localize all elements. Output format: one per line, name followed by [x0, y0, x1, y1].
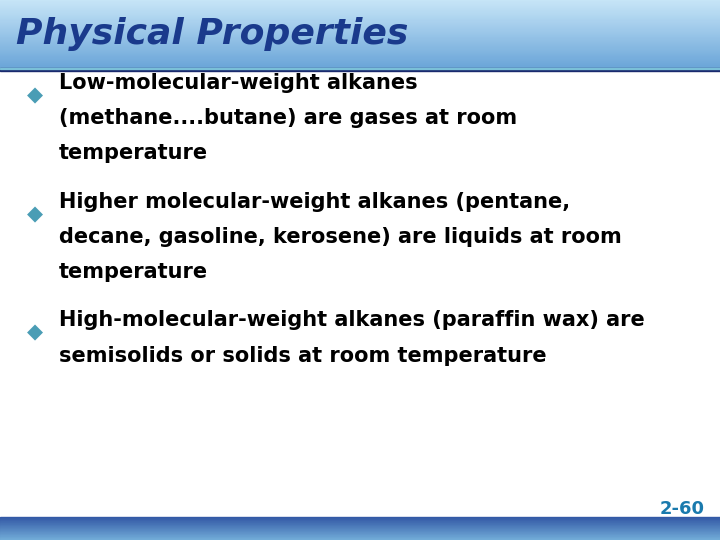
Bar [0, 30, 720, 31]
Bar [0, 5, 720, 6]
Text: temperature: temperature [59, 262, 208, 282]
Text: High-molecular-weight alkanes (paraffin wax) are: High-molecular-weight alkanes (paraffin … [59, 310, 645, 330]
Bar [0, 2, 720, 3]
Bar [0, 25, 720, 26]
Text: ◆: ◆ [27, 204, 43, 224]
Bar [0, 16, 720, 17]
Bar [0, 59, 720, 60]
Bar [0, 4, 720, 5]
Text: ◆: ◆ [27, 85, 43, 105]
Bar [0, 56, 720, 57]
Bar [0, 20, 720, 22]
Bar [0, 31, 720, 32]
Bar [0, 28, 720, 29]
Bar [0, 9, 720, 10]
Bar [0, 66, 720, 68]
Bar [0, 8, 720, 9]
Bar [0, 40, 720, 42]
Bar [0, 52, 720, 53]
Bar [0, 43, 720, 44]
Bar [0, 33, 720, 35]
Bar [0, 57, 720, 58]
Bar [0, 26, 720, 27]
Bar [0, 24, 720, 25]
Bar [0, 32, 720, 33]
Bar [0, 22, 720, 23]
Bar [0, 51, 720, 52]
Bar [0, 60, 720, 62]
Bar [0, 19, 720, 20]
Bar [0, 63, 720, 64]
Bar [0, 12, 720, 14]
Bar [0, 47, 720, 49]
Bar [0, 37, 720, 38]
Bar [0, 0, 720, 1]
Text: Physical Properties: Physical Properties [16, 17, 408, 51]
Bar [0, 35, 720, 36]
Bar [0, 45, 720, 46]
Bar [0, 53, 720, 54]
Bar [0, 15, 720, 16]
Bar [0, 11, 720, 12]
Text: Higher molecular-weight alkanes (pentane,: Higher molecular-weight alkanes (pentane… [59, 192, 570, 212]
Bar [0, 55, 720, 56]
Text: decane, gasoline, kerosene) are liquids at room: decane, gasoline, kerosene) are liquids … [59, 227, 622, 247]
Bar [0, 3, 720, 4]
Bar [0, 39, 720, 40]
Bar [0, 44, 720, 45]
Bar [0, 68, 720, 71]
Text: ◆: ◆ [27, 323, 43, 343]
Bar [0, 23, 720, 24]
Bar [0, 46, 720, 47]
Bar [0, 50, 720, 51]
Bar [0, 27, 720, 28]
Bar [0, 14, 720, 15]
Bar [0, 62, 720, 63]
Bar [0, 6, 720, 8]
Bar [0, 17, 720, 18]
Bar [0, 58, 720, 59]
Text: 2-60: 2-60 [660, 500, 704, 518]
Bar [0, 42, 720, 43]
Bar [0, 64, 720, 65]
Bar [0, 18, 720, 19]
Bar [0, 10, 720, 11]
Text: (methane....butane) are gases at room: (methane....butane) are gases at room [59, 108, 517, 128]
Text: temperature: temperature [59, 143, 208, 163]
Bar [0, 65, 720, 66]
Bar [0, 68, 720, 69]
Bar [0, 54, 720, 55]
Text: Low-molecular-weight alkanes: Low-molecular-weight alkanes [59, 73, 418, 93]
Bar [0, 36, 720, 37]
Bar [0, 38, 720, 39]
Bar [0, 1, 720, 2]
Bar [0, 49, 720, 50]
Bar [0, 29, 720, 30]
Text: semisolids or solids at room temperature: semisolids or solids at room temperature [59, 346, 546, 366]
